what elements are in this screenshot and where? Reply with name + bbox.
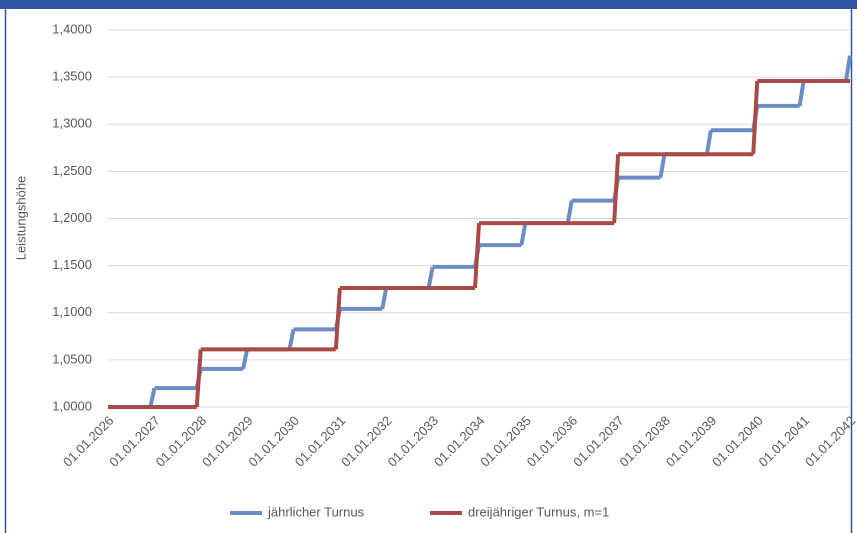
step-riser [565, 200, 574, 224]
y-tick-label: 1,1500 [52, 257, 92, 272]
step-riser [333, 287, 342, 350]
y-tick-label: 1,4000 [52, 21, 92, 36]
step-riser [844, 55, 852, 82]
step-riser [751, 80, 760, 155]
legend-label: jährlicher Turnus [267, 504, 365, 519]
step-riser [473, 222, 481, 289]
step-riser [194, 349, 203, 408]
y-tick-label: 1,3000 [52, 116, 92, 131]
step-riser [380, 287, 389, 310]
step-riser [612, 154, 621, 224]
y-tick-label: 1,2000 [52, 210, 92, 225]
step-riser [704, 129, 713, 155]
step-riser [148, 387, 157, 408]
header-bar [0, 0, 857, 9]
y-tick-label: 1,0000 [52, 398, 92, 413]
x-tick-label: 01.01.2042 [802, 413, 857, 470]
step-riser [797, 80, 806, 107]
legend-label: dreijähriger Turnus, m=1 [468, 504, 609, 519]
step-riser [519, 222, 528, 246]
y-tick-label: 1,2500 [52, 163, 92, 178]
y-tick-label: 1,3500 [52, 69, 92, 84]
series-line [108, 78, 850, 409]
y-axis-label: Leistungshöhe [13, 176, 28, 261]
step-riser [658, 153, 667, 178]
step-riser [426, 266, 435, 289]
y-tick-label: 1,1000 [52, 304, 92, 319]
y-tick-label: 1,0500 [52, 351, 92, 366]
step-riser [241, 348, 250, 370]
step-riser [287, 328, 296, 350]
